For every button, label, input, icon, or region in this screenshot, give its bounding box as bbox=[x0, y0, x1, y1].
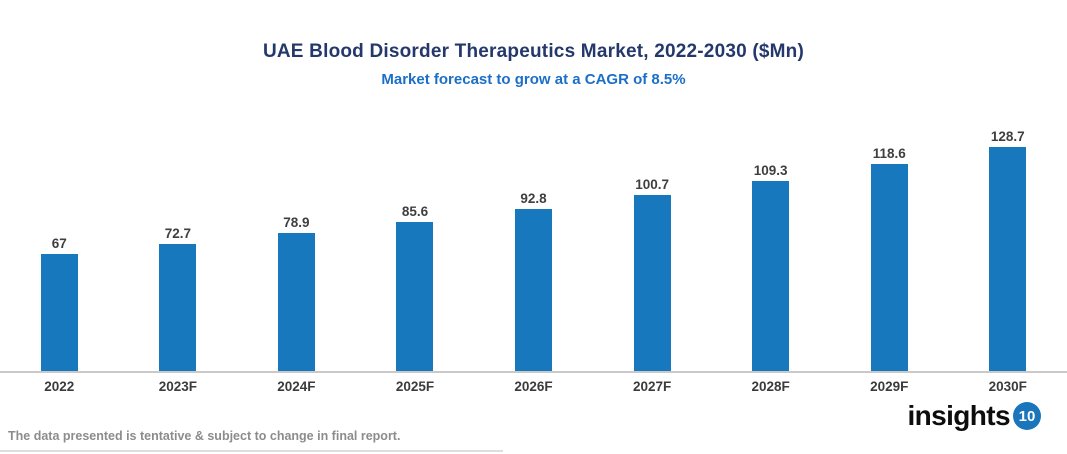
x-axis-label-2029F: 2029F bbox=[870, 379, 909, 394]
bar-chart: 67 72.7 78.9 85.6 92.8 100.7 109.3 118.6 128.7 2… bbox=[0, 88, 1067, 394]
x-axis-label-2026F: 2026F bbox=[514, 379, 553, 394]
bar-2023F bbox=[159, 244, 197, 371]
bar-value-label-2027F: 100.7 bbox=[635, 177, 669, 192]
bar-column-2024F: 78.9 bbox=[237, 215, 356, 371]
bar-value-label-2030F: 128.7 bbox=[990, 129, 1025, 144]
bar-column-2029F: 118.6 bbox=[830, 146, 949, 371]
bar-2027F bbox=[633, 195, 671, 371]
x-axis-line bbox=[0, 371, 1067, 373]
x-axis-label-2024F: 2024F bbox=[277, 379, 316, 394]
bar-column-2022: 67 bbox=[0, 236, 119, 371]
bar-2026F bbox=[515, 209, 553, 371]
chart-title: UAE Blood Disorder Therapeutics Market, … bbox=[262, 41, 805, 62]
logo-badge-10: 10 bbox=[1013, 402, 1041, 430]
x-axis-label-2030F: 2030F bbox=[988, 379, 1027, 394]
x-axis-label-2022: 2022 bbox=[44, 379, 75, 394]
bar-column-2025F: 85.6 bbox=[356, 204, 475, 371]
bar-column-2027F: 100.7 bbox=[593, 177, 712, 371]
bar-value-label-2028F: 109.3 bbox=[753, 163, 788, 178]
chart-header: UAE Blood Disorder Therapeutics Market, … bbox=[0, 0, 1067, 88]
x-axis-label-2023F: 2023F bbox=[158, 379, 197, 394]
chart-subtitle: Market forecast to grow at a CAGR of 8.5… bbox=[381, 71, 686, 88]
disclaimer-text: The data presented is tentative & subjec… bbox=[8, 429, 401, 443]
bar-column-2023F: 72.7 bbox=[119, 226, 238, 371]
logo-wordmark: insights bbox=[907, 400, 1010, 431]
bar-column-2026F: 92.8 bbox=[474, 191, 593, 371]
bar-value-label-2023F: 72.7 bbox=[164, 226, 191, 241]
x-axis-label-2027F: 2027F bbox=[632, 379, 672, 394]
bar-2024F bbox=[277, 233, 315, 371]
bar-value-label-2024F: 78.9 bbox=[283, 215, 310, 230]
bar-value-label-2025F: 85.6 bbox=[401, 204, 429, 219]
bar-column-2028F: 109.3 bbox=[711, 163, 830, 371]
insights10-logo: insights 10 bbox=[907, 402, 1041, 430]
bar-2030F bbox=[989, 147, 1027, 371]
bar-value-label-2022: 67 bbox=[51, 236, 67, 251]
bar-column-2030F: 128.7 bbox=[949, 129, 1067, 371]
x-axis-label-2025F: 2025F bbox=[395, 379, 435, 394]
bar-value-label-2026F: 92.8 bbox=[520, 191, 547, 206]
bar-2028F bbox=[752, 181, 790, 371]
x-axis-labels: 2022 2023F 2024F 2025F 2026F 2027F 2028F 2029F 2… bbox=[0, 373, 1067, 394]
bar-2022 bbox=[40, 254, 78, 371]
x-axis-label-2028F: 2028F bbox=[751, 379, 790, 394]
bar-value-label-2029F: 118.6 bbox=[872, 146, 906, 161]
bar-2025F bbox=[396, 222, 434, 371]
bars-area: 67 72.7 78.9 85.6 92.8 100.7 109.3 118.6 128.7 bbox=[0, 88, 1067, 371]
bar-2029F bbox=[870, 164, 908, 371]
footer-divider bbox=[0, 450, 503, 452]
